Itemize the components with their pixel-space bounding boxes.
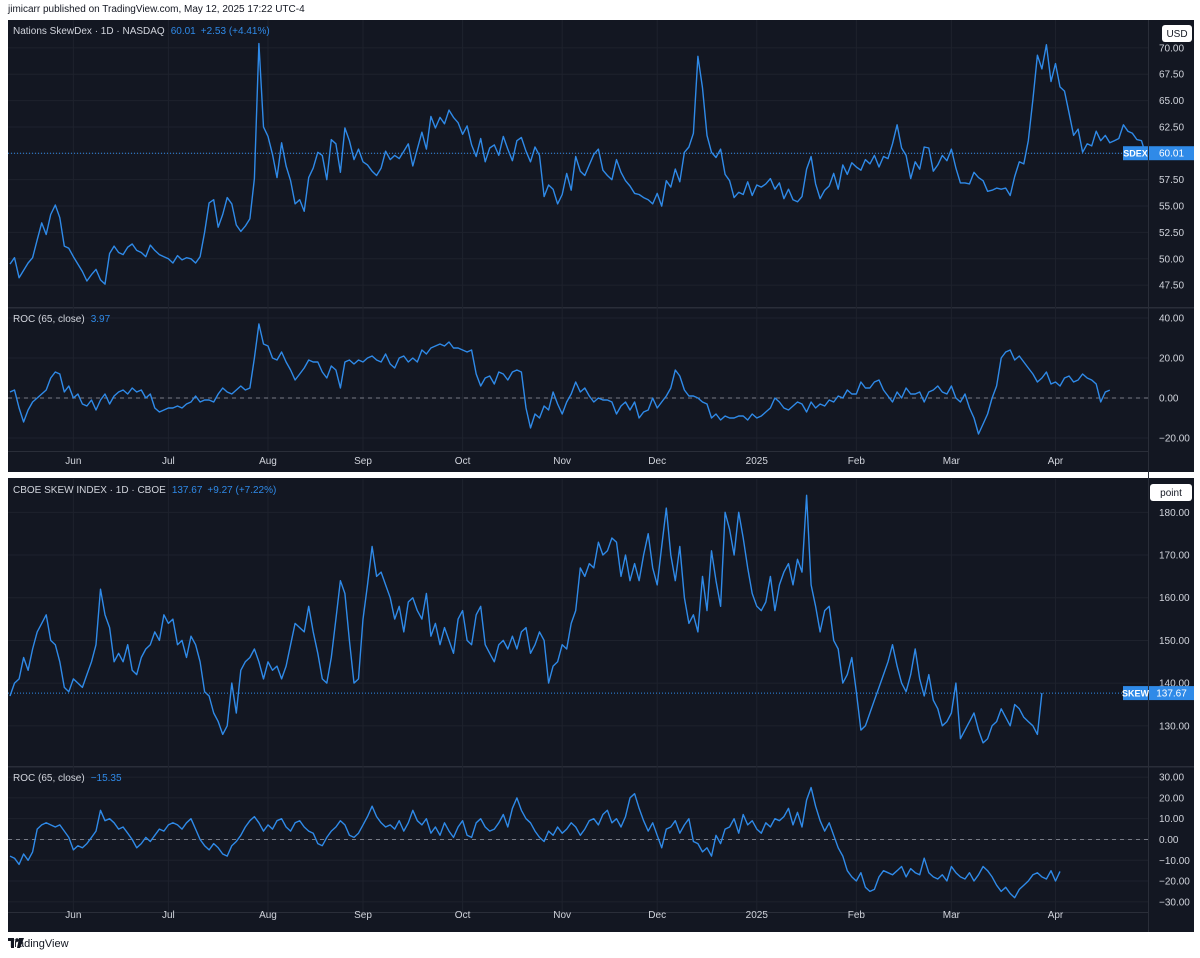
unit-label-button[interactable]	[1162, 25, 1192, 42]
chart-canvas[interactable]: Jun Jun Jul Jul Aug Aug Sep Sep Oct Oct Nov Nov Dec D…	[8, 20, 1194, 932]
unit-label-button[interactable]	[1150, 484, 1192, 501]
pane-separator[interactable]	[8, 766, 1194, 768]
price-tag-value: 60.01	[1159, 149, 1184, 160]
y-tick-label: 0.00	[1159, 835, 1179, 846]
time-axis-label: Dec	[648, 456, 666, 467]
price-tag-symbol-bg	[1123, 146, 1148, 161]
price-tag-symbol: SKEW	[1122, 689, 1150, 699]
footer: TradingView	[8, 938, 69, 950]
y-tick-label: 130.00	[1159, 721, 1190, 732]
publish-header: jimicarr published on TradingView.com, M…	[0, 0, 1200, 20]
y-tick-label: 20.00	[1159, 793, 1184, 804]
y-tick-label: 65.00	[1159, 96, 1184, 107]
time-axis-label: Feb	[848, 456, 866, 467]
time-axis-label: Mar	[943, 910, 961, 921]
legend-value: 137.67	[172, 485, 203, 496]
legend-title: Nations SkewDex · 1D · NASDAQ	[13, 26, 165, 37]
pane-legend[interactable]: Nations SkewDex · 1D · NASDAQ 60.01 +2.53 …	[13, 26, 270, 37]
footer-brand: TradingView	[8, 938, 69, 950]
time-axis-label: Sep	[354, 456, 372, 467]
legend-title: CBOE SKEW INDEX · 1D · CBOE	[13, 485, 166, 496]
time-axis-label: Nov	[553, 456, 571, 467]
price-tag-symbol: SDEX	[1123, 149, 1148, 159]
publish-info: jimicarr published on TradingView.com, M…	[8, 4, 305, 15]
pane-legend[interactable]: ROC (65, close) −15.35	[13, 773, 122, 784]
y-tick-label: 70.00	[1159, 43, 1184, 54]
time-axis-label: 2025	[746, 456, 769, 467]
y-tick-label: −20.00	[1159, 434, 1190, 445]
time-axis-label: Feb	[848, 910, 866, 921]
y-tick-label: 140.00	[1159, 679, 1190, 690]
legend-title: ROC (65, close)	[13, 314, 85, 325]
time-axis-label: 2025	[746, 910, 769, 921]
price-tag-value: 137.67	[1156, 689, 1187, 700]
y-tick-label: −10.00	[1159, 856, 1190, 867]
y-tick-label: 47.50	[1159, 281, 1184, 292]
price-tag-symbol-bg	[1123, 686, 1148, 701]
time-axis-label: Jul	[162, 456, 175, 467]
time-axis-label: Aug	[259, 456, 277, 467]
y-tick-label: 20.00	[1159, 354, 1184, 365]
series-line[interactable]	[9, 323, 1111, 435]
chart-gap	[8, 472, 1194, 478]
time-axis-label: Jul	[162, 910, 175, 921]
y-tick-label: 160.00	[1159, 593, 1190, 604]
unit-label[interactable]: USD	[1166, 29, 1187, 40]
time-axis-label: Oct	[455, 910, 471, 921]
series-line[interactable]	[9, 42, 1147, 285]
y-tick-label: 150.00	[1159, 636, 1190, 647]
time-scale-border	[8, 912, 1148, 913]
tradingview-logo-icon	[8, 938, 24, 948]
y-tick-label: 55.00	[1159, 202, 1184, 213]
series-line[interactable]	[9, 494, 1043, 744]
legend-value: 3.97	[91, 314, 111, 325]
pane-legend[interactable]: CBOE SKEW INDEX · 1D · CBOE 137.67 +9.27 (…	[13, 485, 276, 496]
y-tick-label: −30.00	[1159, 897, 1190, 908]
time-axis-label: Aug	[259, 910, 277, 921]
legend-change: +9.27 (+7.22%)	[207, 485, 276, 496]
pane-separator[interactable]	[8, 307, 1194, 309]
time-axis-label: Apr	[1048, 910, 1064, 921]
y-tick-label: 50.00	[1159, 254, 1184, 265]
price-tag-value-bg	[1149, 686, 1194, 701]
legend-value: −15.35	[91, 773, 122, 784]
series-line[interactable]	[9, 786, 1061, 899]
legend-title: ROC (65, close)	[13, 773, 85, 784]
time-axis-label: Jun	[65, 456, 81, 467]
legend-change: +2.53 (+4.41%)	[201, 26, 270, 37]
y-tick-label: 30.00	[1159, 773, 1184, 784]
legend-value: 60.01	[171, 26, 196, 37]
time-axis-label: Jun	[65, 910, 81, 921]
y-tick-label: 62.50	[1159, 122, 1184, 133]
y-tick-label: 57.50	[1159, 175, 1184, 186]
time-axis-label: Oct	[455, 456, 471, 467]
pane-legend[interactable]: ROC (65, close) 3.97	[13, 314, 111, 325]
chart-svg[interactable]: Jun Jun Jul Jul Aug Aug Sep Sep Oct Oct Nov Nov Dec D…	[8, 20, 1194, 932]
y-tick-label: 10.00	[1159, 814, 1184, 825]
time-axis-label: Mar	[943, 456, 961, 467]
y-tick-label: −20.00	[1159, 877, 1190, 888]
time-axis-label: Sep	[354, 910, 372, 921]
y-tick-label: 170.00	[1159, 551, 1190, 562]
y-tick-label: 0.00	[1159, 394, 1179, 405]
y-tick-label: 67.50	[1159, 70, 1184, 81]
y-tick-label: 52.50	[1159, 228, 1184, 239]
time-axis-label: Apr	[1048, 456, 1064, 467]
time-scale-border	[8, 451, 1148, 452]
y-tick-label: 180.00	[1159, 508, 1190, 519]
unit-label[interactable]: point	[1160, 488, 1182, 499]
time-axis-label: Dec	[648, 910, 666, 921]
price-scale-border	[1148, 20, 1149, 932]
time-axis-label: Nov	[553, 910, 571, 921]
price-tag-value-bg	[1149, 146, 1194, 161]
y-tick-label: 40.00	[1159, 314, 1184, 325]
